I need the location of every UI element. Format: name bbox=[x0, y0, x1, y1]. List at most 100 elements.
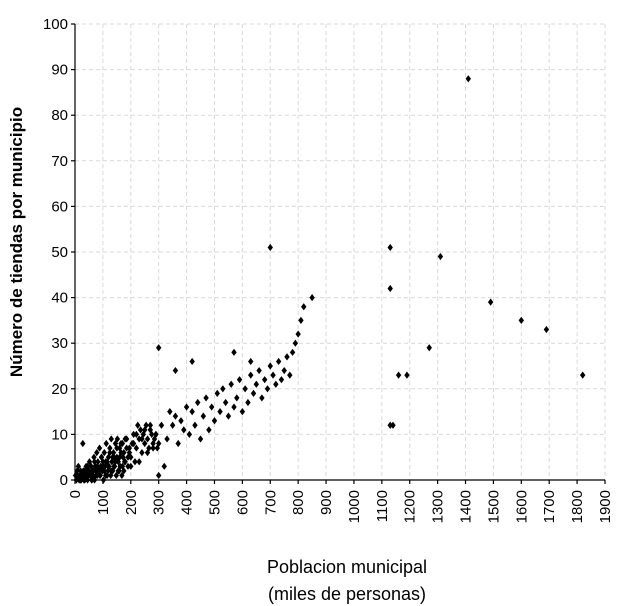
data-point bbox=[153, 430, 159, 438]
x-axis-label-line-1: Poblacion municipal bbox=[267, 557, 427, 577]
data-point bbox=[118, 439, 124, 448]
data-point bbox=[390, 421, 396, 429]
data-point bbox=[125, 453, 131, 461]
data-point bbox=[437, 252, 444, 261]
data-point bbox=[228, 380, 234, 388]
x-tick-label: 1100 bbox=[374, 490, 391, 522]
data-point bbox=[102, 458, 109, 466]
x-axis-label-line-2: (miles de personas) bbox=[268, 584, 426, 604]
data-point bbox=[161, 462, 167, 470]
x-tick-label: 600 bbox=[234, 490, 251, 515]
x-tick-label: 1700 bbox=[541, 490, 558, 523]
x-tick-label: 100 bbox=[95, 490, 112, 515]
data-point bbox=[101, 449, 107, 457]
x-tick-label: 1300 bbox=[430, 490, 447, 523]
data-point bbox=[107, 449, 113, 457]
data-point bbox=[133, 444, 140, 452]
y-tick-labels: 0 10 20 30 40 50 60 70 80 90 100 bbox=[43, 16, 68, 489]
data-point bbox=[139, 435, 145, 443]
data-point bbox=[112, 458, 119, 466]
data-point bbox=[139, 449, 145, 457]
data-point bbox=[143, 421, 149, 429]
data-point bbox=[91, 453, 97, 461]
x-tick-label: 1800 bbox=[569, 490, 586, 523]
data-point bbox=[426, 344, 432, 352]
data-point bbox=[95, 458, 101, 466]
data-point bbox=[292, 339, 299, 347]
data-point bbox=[75, 462, 82, 470]
data-point bbox=[234, 394, 240, 402]
data-point bbox=[225, 412, 232, 420]
data-point bbox=[579, 371, 586, 379]
data-points bbox=[72, 75, 586, 484]
data-point bbox=[96, 444, 103, 452]
data-point bbox=[281, 366, 287, 375]
x-tick-label: 1200 bbox=[402, 490, 419, 523]
data-point bbox=[181, 426, 187, 434]
data-point bbox=[287, 371, 293, 379]
x-tick-label: 700 bbox=[262, 490, 279, 515]
data-point bbox=[109, 453, 116, 461]
y-tick-label: 50 bbox=[51, 244, 68, 261]
data-point bbox=[195, 398, 201, 407]
data-point bbox=[248, 371, 254, 379]
data-point bbox=[119, 462, 126, 470]
data-point bbox=[256, 366, 262, 375]
data-point bbox=[261, 376, 268, 384]
data-point bbox=[203, 394, 209, 402]
data-point bbox=[278, 376, 285, 384]
y-tick-label: 0 bbox=[60, 472, 68, 489]
data-point bbox=[387, 421, 393, 429]
data-point bbox=[155, 471, 162, 480]
data-point bbox=[186, 430, 193, 438]
y-tick-label: 30 bbox=[51, 335, 68, 352]
data-point bbox=[189, 357, 195, 366]
data-point bbox=[259, 394, 265, 402]
data-point bbox=[146, 444, 152, 452]
data-point bbox=[155, 344, 162, 352]
data-point bbox=[404, 371, 410, 379]
data-point bbox=[231, 403, 237, 411]
data-point bbox=[289, 348, 296, 356]
data-point bbox=[239, 408, 246, 416]
data-point bbox=[115, 458, 121, 466]
data-point bbox=[164, 435, 170, 443]
data-point bbox=[142, 426, 148, 434]
x-tick-label: 400 bbox=[179, 490, 196, 515]
x-tick-label: 200 bbox=[123, 490, 140, 515]
y-tick-label: 80 bbox=[51, 107, 68, 124]
data-point bbox=[114, 444, 120, 452]
data-point bbox=[144, 435, 151, 443]
data-point bbox=[83, 471, 89, 480]
data-point bbox=[98, 453, 105, 461]
data-point bbox=[109, 458, 115, 466]
data-point bbox=[387, 284, 393, 293]
data-point bbox=[105, 462, 112, 470]
data-point bbox=[211, 417, 218, 425]
x-tick-label: 1600 bbox=[513, 490, 530, 523]
data-point bbox=[130, 439, 137, 448]
y-axis-label: Número de tiendas por municipio bbox=[7, 107, 26, 377]
data-point bbox=[309, 294, 315, 302]
data-point bbox=[90, 467, 96, 475]
grid-lines bbox=[75, 23, 606, 480]
data-point bbox=[91, 458, 98, 466]
data-point bbox=[108, 435, 114, 443]
data-point bbox=[169, 421, 176, 429]
y-tick-label: 60 bbox=[51, 198, 68, 215]
data-point bbox=[151, 435, 158, 443]
data-point bbox=[270, 371, 276, 379]
data-point bbox=[197, 435, 204, 443]
data-point bbox=[217, 408, 223, 416]
data-point bbox=[144, 449, 151, 457]
data-point bbox=[208, 403, 215, 411]
data-point bbox=[178, 417, 184, 425]
data-point bbox=[105, 453, 112, 461]
y-tick-label: 40 bbox=[51, 290, 68, 307]
data-point bbox=[222, 398, 229, 407]
data-point bbox=[298, 316, 304, 324]
data-point bbox=[192, 421, 198, 429]
data-point bbox=[248, 357, 254, 366]
data-point bbox=[387, 243, 393, 252]
